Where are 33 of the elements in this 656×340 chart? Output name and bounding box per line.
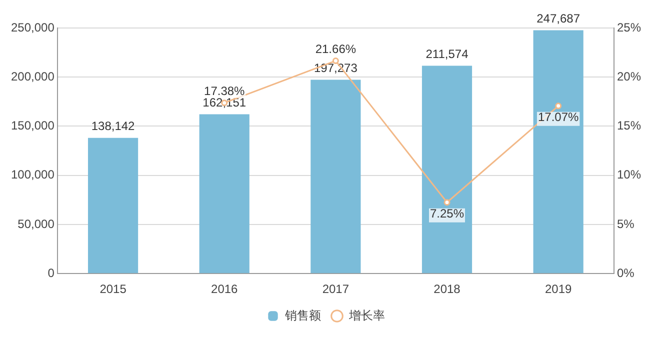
x-tick-label: 2018 bbox=[434, 282, 461, 296]
bar bbox=[533, 30, 584, 274]
data-label: 17.07% bbox=[538, 110, 579, 124]
bar bbox=[310, 80, 361, 274]
y2-tick-label: 25% bbox=[616, 20, 642, 34]
y-tick-label: 200,000 bbox=[10, 69, 55, 84]
data-label: 7.25% bbox=[430, 206, 464, 221]
y-tick-label: 100,000 bbox=[10, 168, 55, 182]
y-tick-label: 250,000 bbox=[10, 20, 55, 34]
y2-tick-label: 15% bbox=[616, 118, 642, 133]
y2-tick-label: 5% bbox=[616, 216, 635, 231]
point bbox=[555, 102, 562, 110]
legend-label: 增长率 bbox=[348, 308, 385, 322]
y2-tick-label: 0% bbox=[616, 266, 635, 280]
bar bbox=[422, 66, 472, 274]
data-label: 138,142 bbox=[91, 119, 136, 134]
x-tick-label: 2016 bbox=[211, 282, 238, 296]
y-tick-label: 50,000 bbox=[18, 216, 55, 231]
y-tick-label: 150,000 bbox=[10, 118, 55, 133]
data-label: 247,687 bbox=[536, 12, 580, 26]
x-tick-label: 2017 bbox=[322, 282, 350, 296]
x-tick-label: 2019 bbox=[544, 282, 572, 296]
y-tick-label: 0 bbox=[48, 266, 55, 280]
y2-tick-label: 20% bbox=[616, 69, 642, 84]
bar bbox=[88, 138, 138, 274]
point bbox=[444, 199, 450, 206]
bar bbox=[199, 114, 250, 274]
y2-tick-label: 10% bbox=[616, 168, 642, 182]
data-label: 21.66% bbox=[315, 42, 356, 56]
x-tick-label: 2015 bbox=[100, 282, 127, 296]
legend-label: 销售额 bbox=[284, 308, 321, 322]
data-label: 211,574 bbox=[426, 47, 469, 62]
data-label: 17.38% bbox=[204, 84, 246, 98]
